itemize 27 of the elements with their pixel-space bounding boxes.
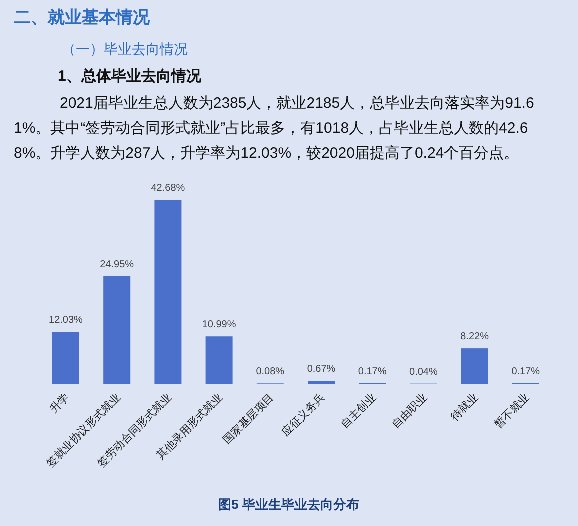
bar [308, 381, 335, 384]
data-label: 8.22% [460, 332, 490, 343]
bar [206, 336, 233, 384]
x-tick-label: 自由职业 [390, 390, 430, 432]
data-label: 0.08% [256, 366, 285, 378]
data-label: 0.17% [512, 366, 540, 378]
chart-subtitle: （一）毕业去向情况 [62, 41, 188, 59]
data-label: 0.17% [358, 366, 387, 378]
data-label: 0.67% [307, 364, 336, 376]
data-label: 0.04% [410, 366, 438, 378]
x-tick-label: 暂不就业 [492, 390, 532, 432]
caption: 图5 毕业生毕业去向分布 [218, 496, 360, 514]
data-label: 10.99% [202, 320, 236, 331]
x-tick-label: 自主创业 [338, 390, 379, 432]
x-tick-label: 升学 [47, 390, 72, 416]
x-tick-label: 待就业 [448, 390, 481, 424]
bar [52, 332, 80, 384]
data-label: 42.68% [151, 183, 186, 194]
text: 1、总体毕业去向情况 [58, 67, 202, 86]
chart-title: 二、就业基本情况 [14, 7, 150, 29]
data-label: 12.03% [49, 315, 84, 326]
data-label: 24.95% [100, 259, 134, 270]
bar [461, 348, 488, 384]
x-tick-label: 应征义务兵 [280, 390, 328, 440]
bar [104, 276, 131, 384]
bar [154, 200, 182, 384]
text: 2021届毕业生总人数为2385人，就业2185人，总毕业去向落实率为91.61%。其中“签劳动合同形式就业”占比最多，有1018人，占毕业生总人数的42.68%。升学人数为287人，升学率为12.03%，较2020届提高了0.24个百分点。 [14, 94, 536, 164]
